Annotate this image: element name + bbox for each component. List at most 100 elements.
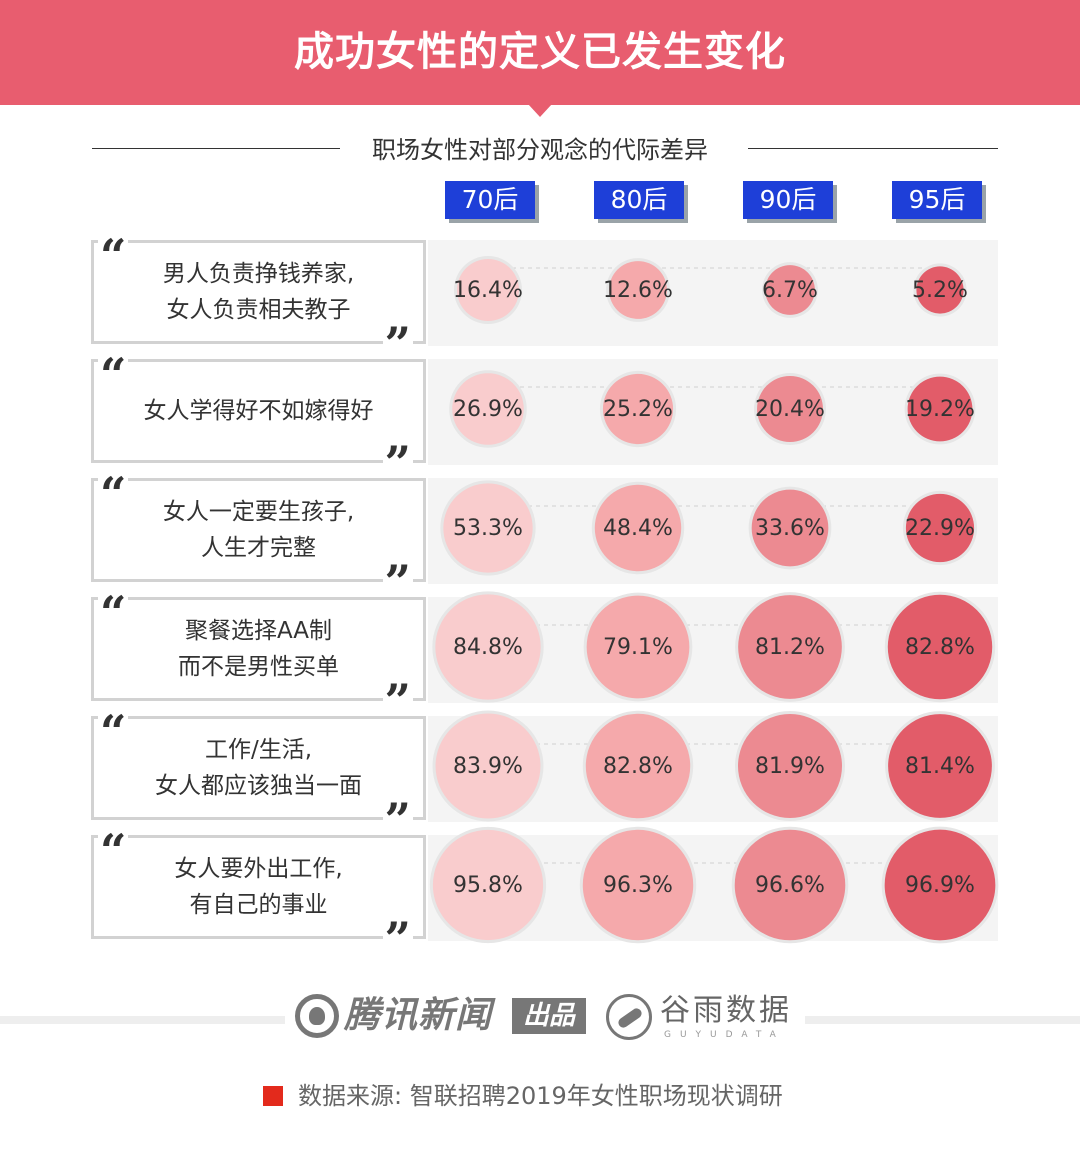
bubble: [602, 373, 674, 445]
statement-text: 女人学得好不如嫁得好: [94, 362, 423, 460]
bubble-value-label: 83.9%: [453, 754, 523, 779]
bubble: [452, 373, 524, 445]
bubble: [905, 493, 975, 563]
bubble: [734, 829, 846, 941]
bubble-value-label: 79.1%: [603, 635, 673, 660]
bubble: [765, 265, 815, 315]
tencent-news-logo-icon: [295, 994, 339, 1038]
statement-label-box: 工作/生活, 女人都应该独当一面 “”: [91, 709, 426, 843]
subtitle-rule-left: [92, 148, 352, 149]
bubble-value-label: 81.4%: [905, 754, 975, 779]
statement-text: 聚餐选择AA制 而不是男性买单: [94, 600, 423, 698]
statement-line: 而不是男性买单: [178, 654, 339, 680]
bubble-value-label: 22.9%: [905, 516, 975, 541]
bubble: [443, 483, 533, 573]
statement-line: 人生才完整: [201, 535, 316, 561]
bubble: [432, 829, 544, 941]
statement-text: 工作/生活, 女人都应该独当一面: [94, 719, 423, 817]
open-quote-icon: “: [98, 229, 129, 283]
open-quote-icon: “: [98, 348, 129, 402]
bubble-value-label: 48.4%: [603, 516, 673, 541]
statement-line: 有自己的事业: [189, 892, 328, 918]
guyu-logo-icon: [606, 994, 652, 1040]
bubble-value-label: 82.8%: [603, 754, 673, 779]
bubble: [888, 714, 992, 818]
red-square-icon: [263, 1086, 283, 1106]
tencent-news-brand: 腾讯新闻: [344, 995, 493, 1036]
bubble: [456, 258, 520, 322]
open-quote-icon: “: [98, 586, 129, 640]
statement-label-box: 女人要外出工作, 有自己的事业 “”: [91, 828, 426, 962]
bubble: [594, 484, 682, 572]
bubble: [884, 829, 996, 941]
bubble-value-label: 5.2%: [912, 278, 968, 303]
bubble-value-label: 20.4%: [755, 397, 825, 422]
statement-text: 女人要外出工作, 有自己的事业: [94, 838, 423, 936]
bubble: [751, 489, 829, 567]
data-source: 数据来源: 智联招聘2019年女性职场现状调研: [298, 1082, 783, 1110]
bubble-value-label: 96.9%: [905, 873, 975, 898]
bubble-value-label: 26.9%: [453, 397, 523, 422]
bubble: [435, 594, 541, 700]
bubble-value-label: 96.6%: [755, 873, 825, 898]
statement-label-box: 女人学得好不如嫁得好 “”: [91, 352, 426, 486]
statement-text: 女人一定要生孩子, 人生才完整: [94, 481, 423, 579]
footer-rule-left: [0, 1016, 285, 1024]
bubble-value-label: 25.2%: [603, 397, 673, 422]
column-header-90s: 90后: [743, 181, 833, 219]
bubble: [887, 594, 993, 700]
statement-line: 女人都应该独当一面: [155, 773, 362, 799]
statement-label-box: 聚餐选择AA制 而不是男性买单 “”: [91, 590, 426, 724]
bubble: [609, 261, 667, 319]
column-header-80s: 80后: [594, 181, 684, 219]
banner-notch: [528, 104, 552, 117]
column-header-70s: 70后: [445, 181, 535, 219]
open-quote-icon: “: [98, 705, 129, 759]
bubble-value-label: 81.2%: [755, 635, 825, 660]
statement-label-box: 女人一定要生孩子, 人生才完整 “”: [91, 471, 426, 605]
row-band: [428, 240, 998, 346]
bubble: [907, 376, 973, 442]
bubble-value-label: 82.8%: [905, 635, 975, 660]
bubble-value-label: 33.6%: [755, 516, 825, 541]
bubble-value-label: 19.2%: [905, 397, 975, 422]
page-title: 成功女性的定义已发生变化: [294, 29, 786, 75]
open-quote-icon: “: [98, 824, 129, 878]
bubble: [916, 266, 964, 314]
statement-line: 女人要外出工作,: [174, 856, 343, 882]
title-banner: [0, 0, 1080, 105]
subtitle-rule-right: [748, 148, 998, 149]
bubble: [585, 713, 691, 819]
statement-line: 女人负责相夫教子: [166, 297, 351, 323]
bubble: [435, 713, 541, 819]
bubble-value-label: 16.4%: [453, 278, 523, 303]
bubble: [757, 376, 823, 442]
tencent-badge: 出品: [512, 998, 586, 1034]
statement-line: 工作/生活,: [204, 737, 313, 763]
open-quote-icon: “: [98, 467, 129, 521]
bubble: [586, 595, 690, 699]
statement-label-box: 男人负责挣钱养家, 女人负责相夫教子 “”: [91, 233, 426, 367]
chart-subtitle: 职场女性对部分观念的代际差异: [340, 133, 740, 167]
statement-line: 聚餐选择AA制: [184, 618, 333, 644]
statement-text: 男人负责挣钱养家, 女人负责相夫教子: [94, 243, 423, 341]
bubble: [582, 829, 694, 941]
bubble-value-label: 53.3%: [453, 516, 523, 541]
bubble-value-label: 95.8%: [453, 873, 523, 898]
bubble-value-label: 96.3%: [603, 873, 673, 898]
statement-line: 女人一定要生孩子,: [162, 499, 355, 525]
guyu-brand-sub: GUYUDATA: [664, 1030, 785, 1040]
bubble: [737, 713, 843, 819]
column-header-95s: 95后: [892, 181, 982, 219]
bubble-value-label: 12.6%: [603, 278, 673, 303]
bubble-value-label: 6.7%: [762, 278, 818, 303]
bubble-value-label: 84.8%: [453, 635, 523, 660]
guyu-brand: 谷雨数据: [660, 993, 792, 1028]
close-quote-icon: ”: [382, 912, 413, 966]
footer-rule-right: [805, 1016, 1080, 1024]
statement-line: 男人负责挣钱养家,: [162, 261, 355, 287]
bubble-value-label: 81.9%: [755, 754, 825, 779]
bubble: [738, 595, 842, 699]
statement-line: 女人学得好不如嫁得好: [143, 398, 374, 424]
